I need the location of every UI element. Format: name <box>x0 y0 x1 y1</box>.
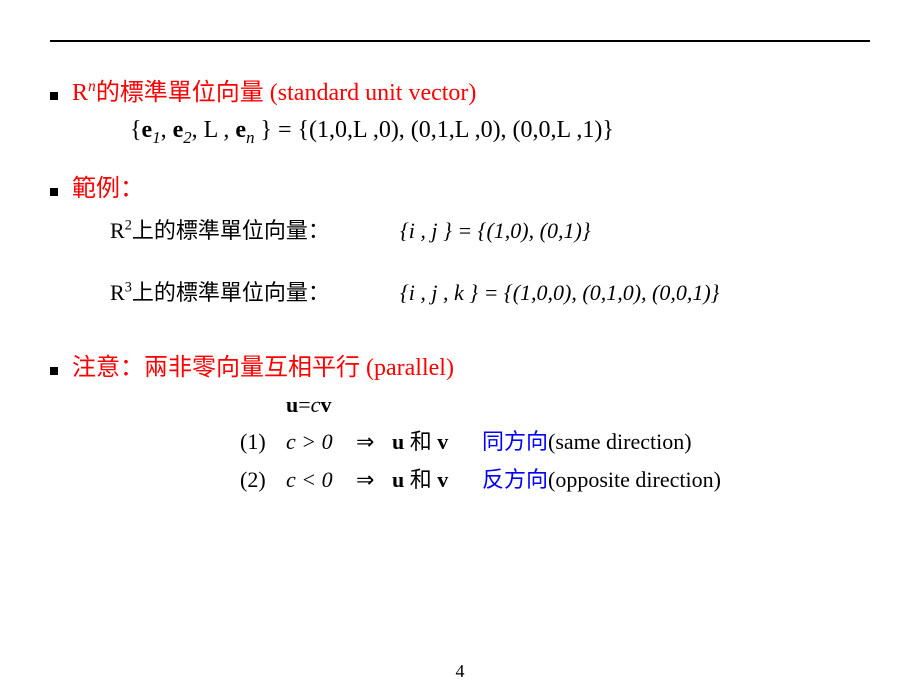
case1-dir: 同方向 <box>482 424 548 456</box>
e1-sub: 1 <box>152 128 160 147</box>
r2-label: R2上的標準單位向量： <box>110 213 400 245</box>
case1-cond: c > 0 <box>286 429 356 455</box>
r2-line: R2上的標準單位向量： {i , j } = {(1,0), (0,1)} <box>110 213 870 245</box>
case1-u: u <box>392 429 404 454</box>
case1-num: (1) <box>240 429 286 455</box>
eq-u: u <box>286 392 298 418</box>
bullet-row-1: Rn的標準單位向量 (standard unit vector) <box>50 72 870 107</box>
page-number: 4 <box>0 661 920 682</box>
r3-formula: {i , j , k } = {(1,0,0), (0,1,0), (0,0,1… <box>400 280 719 306</box>
c2: , L , <box>192 117 236 143</box>
e2-sub: 2 <box>183 128 191 147</box>
r3-sup: 3 <box>125 279 132 295</box>
e1: e <box>142 117 153 143</box>
section-standard-unit-vector: Rn的標準單位向量 (standard unit vector) {e1, e2… <box>50 72 870 148</box>
case-2: (2) c < 0 ⇒ u 和 v 反方向(opposite direction… <box>240 462 870 494</box>
section-example: 範例： R2上的標準單位向量： {i , j } = {(1,0), (0,1)… <box>50 168 870 307</box>
eq-v: v <box>320 392 331 418</box>
case1-arrow: ⇒ <box>356 429 392 455</box>
bullet-icon <box>50 92 58 100</box>
heading-1: Rn的標準單位向量 (standard unit vector) <box>72 72 476 107</box>
case2-num: (2) <box>240 467 286 493</box>
en: e <box>235 117 246 143</box>
eq-row: u = cv <box>286 392 870 418</box>
case1-uv: u 和 v <box>392 424 482 456</box>
case2-dir: 反方向 <box>482 462 548 494</box>
case2-u: u <box>392 467 404 492</box>
case2-v: v <box>437 467 448 492</box>
section-parallel: 注意：兩非零向量互相平行 (parallel) u = cv (1) c > 0… <box>50 347 870 494</box>
e2: e <box>173 117 184 143</box>
r3-label: R3上的標準單位向量： <box>110 275 400 307</box>
formula-standard-basis: {e1, e2, L , en } = {(1,0,L ,0), (0,1,L … <box>130 117 870 148</box>
parallel-block: u = cv (1) c > 0 ⇒ u 和 v 同方向(same direct… <box>240 392 870 494</box>
heading-1-prefix: R <box>72 80 88 106</box>
r3-line: R3上的標準單位向量： {i , j , k } = {(1,0,0), (0,… <box>110 275 870 307</box>
eq-mid: = <box>298 392 310 418</box>
lhs-close: } <box>254 117 272 143</box>
case2-en: (opposite direction) <box>548 467 721 493</box>
heading-2: 範例： <box>72 168 144 203</box>
heading-3: 注意：兩非零向量互相平行 (parallel) <box>72 347 454 382</box>
r2-prefix: R <box>110 218 125 243</box>
r3-text: 上的標準單位向量： <box>132 280 330 305</box>
case-1: (1) c > 0 ⇒ u 和 v 同方向(same direction) <box>240 424 870 456</box>
bullet-row-2: 範例： <box>50 168 870 203</box>
eq-c: c <box>311 392 321 418</box>
horizontal-divider <box>50 40 870 42</box>
bullet-icon <box>50 188 58 196</box>
bullet-icon <box>50 367 58 375</box>
r2-text: 上的標準單位向量： <box>132 218 330 243</box>
case1-v: v <box>437 429 448 454</box>
lhs-open: { <box>130 117 142 143</box>
r2-sup: 2 <box>125 217 132 233</box>
r2-formula: {i , j } = {(1,0), (0,1)} <box>400 218 591 244</box>
c1: , <box>161 117 173 143</box>
case2-uv: u 和 v <box>392 462 482 494</box>
r3-prefix: R <box>110 280 125 305</box>
heading-1-text: 的標準單位向量 (standard unit vector) <box>96 80 477 106</box>
case2-cond: c < 0 <box>286 467 356 493</box>
bullet-row-3: 注意：兩非零向量互相平行 (parallel) <box>50 347 870 382</box>
heading-1-sup: n <box>88 78 96 95</box>
case1-en: (same direction) <box>548 429 692 455</box>
case2-and: 和 <box>404 467 437 492</box>
eq: = <box>272 117 298 143</box>
case2-arrow: ⇒ <box>356 467 392 493</box>
case1-and: 和 <box>404 429 437 454</box>
rhs: {(1,0,L ,0), (0,1,L ,0), (0,0,L ,1)} <box>298 117 614 143</box>
